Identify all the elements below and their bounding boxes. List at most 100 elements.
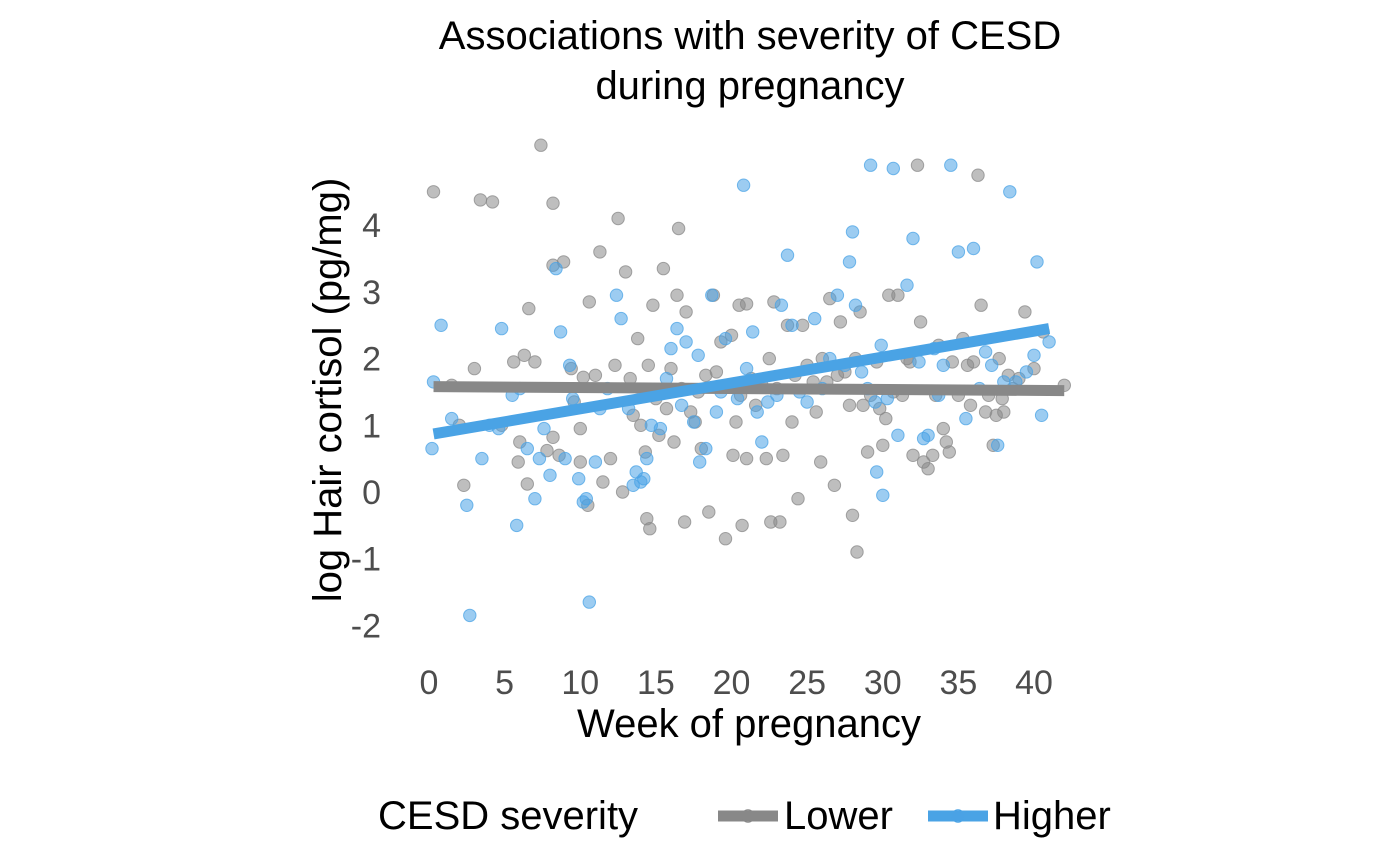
y-tick-label: 2: [362, 341, 381, 379]
data-point-lower: [643, 522, 657, 536]
y-tick-label: 4: [362, 207, 381, 245]
data-point-higher: [705, 288, 719, 302]
data-point-higher: [637, 472, 651, 486]
data-point-lower: [762, 351, 776, 366]
data-point-lower: [507, 355, 521, 369]
data-point-lower: [593, 245, 607, 259]
data-point-higher: [693, 455, 707, 469]
data-point-higher: [494, 321, 509, 336]
trend-line-higher: [432, 323, 1051, 440]
data-point-higher: [842, 255, 857, 269]
data-point-lower: [522, 301, 536, 316]
data-point-lower: [473, 193, 488, 207]
data-point-lower: [827, 478, 842, 492]
data-point-lower: [608, 358, 622, 372]
data-point-higher: [830, 288, 845, 302]
data-point-lower: [1018, 305, 1032, 319]
trend-line-lower: [433, 381, 1065, 397]
data-point-lower: [603, 451, 618, 466]
data-point-lower: [735, 518, 749, 533]
data-point-higher: [848, 298, 863, 312]
x-axis-ticks: 0 5 10 15 20 25 30 35 40: [420, 664, 1053, 702]
data-point-higher: [1030, 255, 1044, 269]
data-point-higher: [588, 455, 603, 469]
data-point-higher: [460, 498, 474, 512]
data-point-lower: [718, 532, 733, 546]
data-point-higher: [537, 421, 551, 436]
data-point-higher: [709, 405, 724, 419]
data-point-higher: [670, 321, 684, 336]
data-point-lower: [659, 401, 674, 416]
data-point-higher: [674, 398, 689, 412]
data-point-higher: [912, 355, 926, 369]
data-point-higher: [985, 358, 999, 372]
x-tick-label: 35: [939, 664, 977, 702]
data-point-higher: [785, 318, 799, 332]
data-point-higher: [936, 358, 950, 372]
data-point-higher: [886, 161, 900, 176]
data-point-lower: [511, 455, 525, 469]
series-lower-points: [426, 138, 1072, 559]
data-point-higher: [921, 428, 935, 442]
data-point-lower: [809, 405, 823, 419]
data-point-lower: [709, 365, 724, 379]
legend-key-lower: [718, 809, 778, 823]
y-axis-ticks: -2 -1 0 1 2 3 4: [351, 207, 381, 645]
data-point-higher: [951, 245, 966, 259]
data-point-lower: [656, 261, 671, 276]
data-point-higher: [718, 331, 733, 346]
data-point-lower: [576, 370, 590, 384]
data-point-higher: [687, 415, 701, 429]
data-point-lower: [845, 508, 860, 522]
data-point-lower: [856, 398, 870, 412]
data-point-higher: [520, 441, 534, 456]
data-point-higher: [991, 438, 1005, 452]
data-point-higher: [510, 518, 524, 533]
y-tick-label: 3: [362, 274, 381, 312]
data-point-lower: [971, 168, 985, 182]
data-point-lower: [910, 158, 925, 172]
data-point-higher: [549, 261, 563, 276]
data-point-higher: [579, 492, 593, 506]
data-point-higher: [966, 241, 981, 256]
legend-keys: [718, 809, 988, 823]
data-point-higher: [730, 391, 745, 406]
y-tick-label: -1: [351, 541, 381, 579]
data-point-lower: [615, 485, 630, 499]
data-point-lower: [670, 288, 684, 302]
data-point-lower: [596, 475, 610, 489]
data-point-lower: [974, 298, 988, 312]
data-point-higher: [614, 311, 628, 326]
data-point-lower: [773, 515, 787, 529]
data-point-higher: [874, 338, 888, 352]
data-point-lower: [729, 415, 743, 429]
data-point-higher: [691, 348, 705, 362]
data-point-higher: [582, 595, 596, 609]
data-point-higher: [572, 472, 586, 486]
x-tick-label: 25: [788, 664, 826, 702]
data-point-higher: [944, 158, 958, 172]
data-point-higher: [774, 298, 789, 312]
y-tick-label: 0: [362, 474, 381, 512]
data-point-lower: [921, 462, 935, 476]
data-point-lower: [485, 195, 500, 209]
data-point-higher: [699, 441, 713, 456]
data-point-higher: [978, 345, 993, 359]
x-tick-label: 40: [1015, 664, 1053, 702]
data-point-higher: [563, 358, 577, 372]
y-tick-label: 1: [362, 407, 381, 445]
data-point-lower: [913, 315, 928, 329]
data-point-higher: [664, 341, 678, 356]
chart-title-line-1: Associations with severity of CESD: [438, 14, 1062, 58]
x-tick-label: 0: [420, 664, 439, 702]
y-axis-title: log Hair cortisol (pg/mg): [306, 178, 350, 603]
data-point-lower: [528, 355, 542, 369]
data-point-higher: [679, 335, 693, 349]
data-point-lower: [546, 430, 560, 444]
data-point-higher: [609, 288, 624, 302]
data-point-higher: [1042, 335, 1056, 349]
data-point-lower: [467, 361, 482, 376]
data-point-lower: [791, 492, 805, 506]
data-point-lower: [671, 221, 686, 236]
data-point-higher: [906, 231, 920, 246]
